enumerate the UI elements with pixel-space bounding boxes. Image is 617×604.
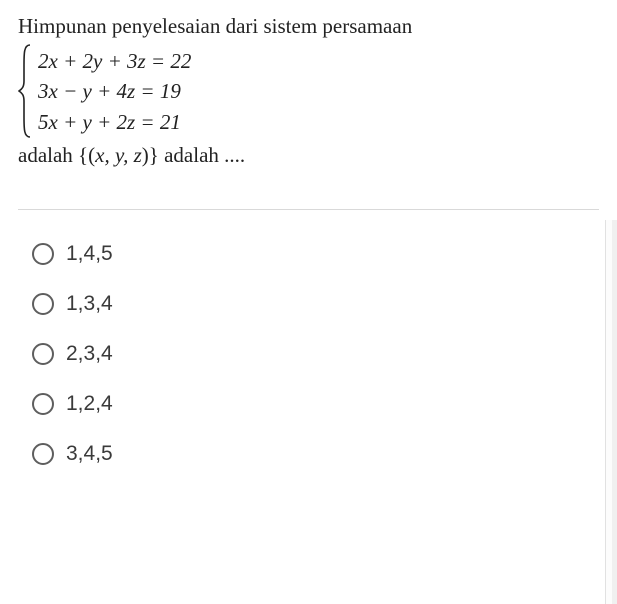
option-label: 2,3,4 [66, 342, 113, 366]
scrollbar-track[interactable] [605, 220, 617, 604]
radio-icon [32, 393, 54, 415]
divider [18, 209, 599, 210]
option-label: 1,4,5 [66, 242, 113, 266]
option-3[interactable]: 2,3,4 [32, 342, 599, 366]
option-1[interactable]: 1,4,5 [32, 242, 599, 266]
question-intro: Himpunan penyelesaian dari sistem persam… [18, 12, 599, 41]
equation-1: 2x + 2y + 3z = 22 [38, 46, 191, 76]
radio-icon [32, 443, 54, 465]
radio-icon [32, 343, 54, 365]
option-5[interactable]: 3,4,5 [32, 442, 599, 466]
equations-list: 2x + 2y + 3z = 22 3x − y + 4z = 19 5x + … [38, 43, 191, 139]
question-closing: adalah {(x, y, z)} adalah .... [18, 141, 599, 170]
radio-icon [32, 243, 54, 265]
radio-icon [32, 293, 54, 315]
equation-system: 2x + 2y + 3z = 22 3x − y + 4z = 19 5x + … [18, 43, 599, 139]
left-brace [18, 43, 34, 139]
option-2[interactable]: 1,3,4 [32, 292, 599, 316]
option-label: 1,3,4 [66, 292, 113, 316]
equation-2: 3x − y + 4z = 19 [38, 76, 191, 106]
option-label: 3,4,5 [66, 442, 113, 466]
equation-3: 5x + y + 2z = 21 [38, 107, 191, 137]
option-4[interactable]: 1,2,4 [32, 392, 599, 416]
options-list: 1,4,5 1,3,4 2,3,4 1,2,4 3,4,5 [18, 242, 599, 466]
option-label: 1,2,4 [66, 392, 113, 416]
question-block: Himpunan penyelesaian dari sistem persam… [0, 0, 617, 504]
scrollbar-edge [612, 220, 617, 604]
